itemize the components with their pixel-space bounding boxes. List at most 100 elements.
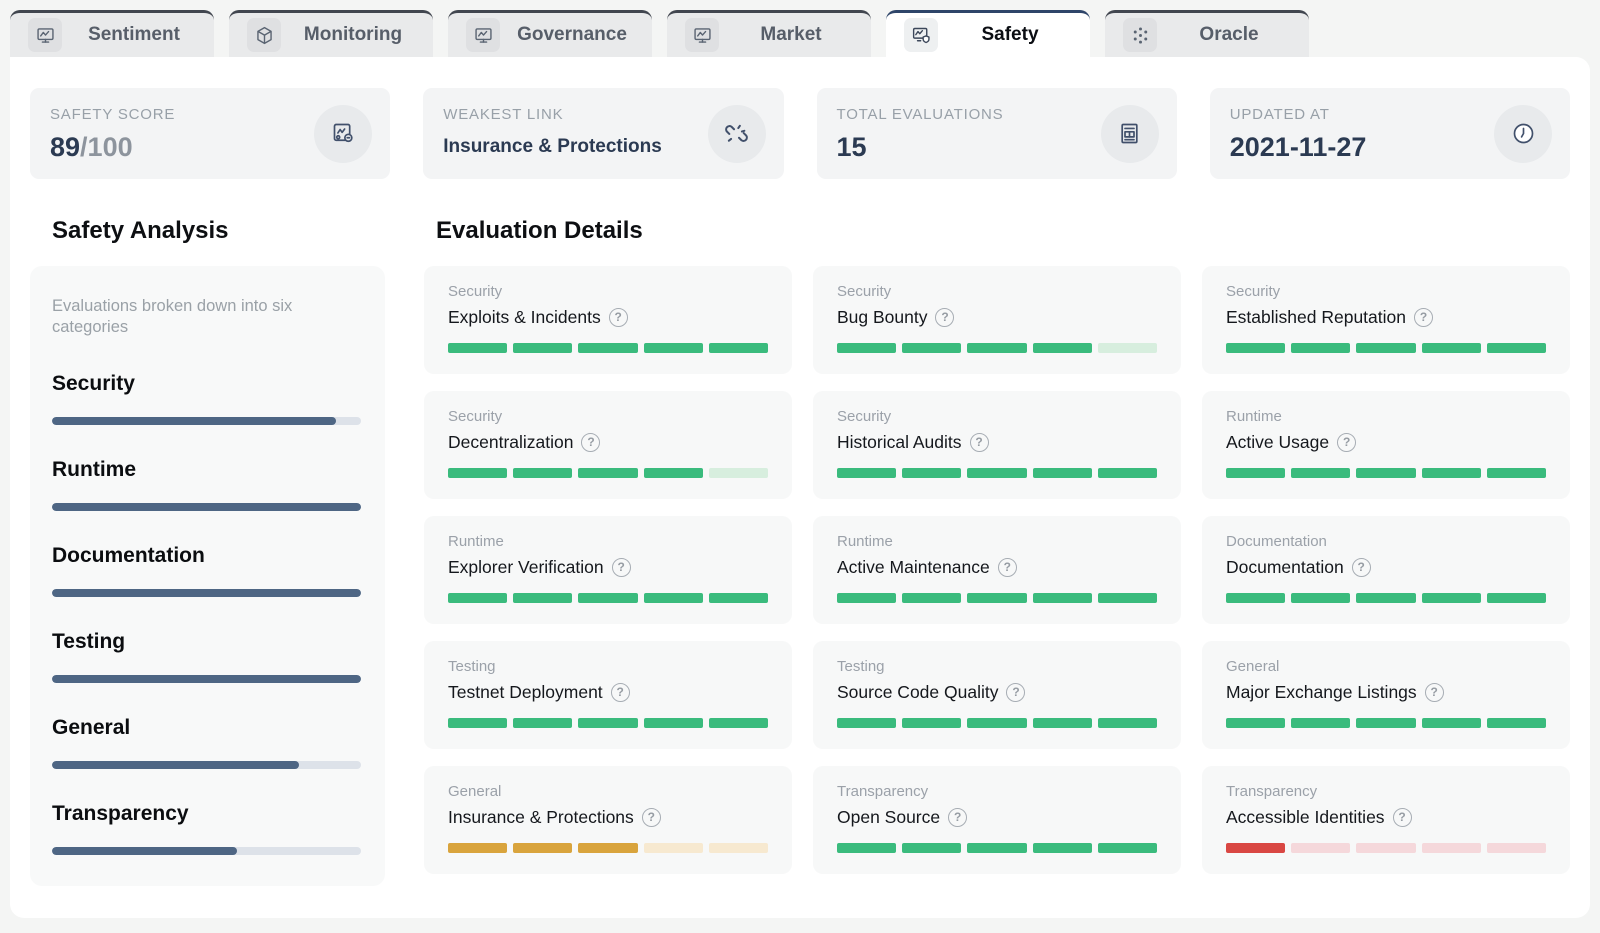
category-row-testing: Testing: [52, 630, 361, 683]
tab-label: Monitoring: [303, 24, 403, 45]
evaluation-grid: Security Exploits & Incidents? Security Bug…: [424, 266, 1570, 874]
eval-card-active-usage: Runtime Active Usage?: [1202, 391, 1570, 499]
category-row-documentation: Documentation: [52, 544, 361, 597]
eval-title: Documentation: [1226, 557, 1344, 577]
eval-category: Security: [837, 283, 892, 300]
eval-title: Exploits & Incidents: [448, 307, 601, 327]
help-icon[interactable]: ?: [581, 433, 601, 452]
chart-monitor-icon: [28, 18, 62, 52]
segment-empty: [1356, 843, 1416, 853]
eval-title-row: Active Maintenance?: [837, 557, 1157, 578]
eval-title-row: Explorer Verification?: [448, 557, 768, 578]
eval-title-row: Active Usage?: [1226, 432, 1546, 453]
segment-filled: [1097, 718, 1158, 728]
segment-filled: [837, 343, 897, 353]
segment-filled: [708, 718, 769, 728]
eval-category: Testing: [448, 658, 496, 675]
eval-category: Security: [837, 408, 892, 425]
help-icon[interactable]: ?: [969, 433, 989, 452]
tab-sentiment[interactable]: Sentiment: [10, 10, 214, 57]
segment-filled: [1032, 343, 1092, 353]
category-progress-track: [52, 846, 361, 855]
segment-filled: [1097, 593, 1158, 603]
eval-title: Explorer Verification: [448, 557, 604, 577]
help-icon[interactable]: ?: [935, 308, 955, 327]
eval-category: Documentation: [1226, 533, 1327, 550]
segment-filled: [643, 718, 703, 728]
help-icon[interactable]: ?: [1006, 683, 1026, 702]
segment-filled: [448, 593, 508, 603]
tab-governance[interactable]: Governance: [448, 10, 652, 57]
segment-filled: [513, 718, 573, 728]
tab-monitoring[interactable]: Monitoring: [229, 10, 433, 57]
chart-shield-icon: [904, 18, 938, 52]
eval-category: Transparency: [837, 783, 929, 800]
report-icon: [1100, 104, 1159, 163]
eval-category: Security: [448, 283, 503, 300]
tab-label: Safety: [981, 24, 1039, 45]
segment-bar: [448, 468, 769, 478]
eval-category: Runtime: [837, 533, 893, 550]
summary-value: Insurance & Protections: [443, 136, 662, 157]
eval-title-row: Established Reputation?: [1226, 307, 1546, 328]
summary-card-updated-at: UPDATED AT 2021-11-27: [1209, 88, 1570, 179]
chart-monitor-icon: [685, 18, 719, 52]
eval-title: Active Maintenance: [837, 557, 990, 577]
segment-filled: [448, 468, 508, 478]
segment-filled: [902, 843, 962, 853]
segment-filled: [1291, 468, 1351, 478]
category-progress-track: [52, 502, 361, 511]
eval-card-accessible-identities: Transparency Accessible Identities?: [1202, 766, 1570, 874]
help-icon[interactable]: ?: [1337, 433, 1357, 452]
segment-filled: [708, 593, 769, 603]
eval-title-row: Accessible Identities?: [1226, 807, 1546, 828]
segment-filled: [967, 843, 1027, 853]
segment-bar: [448, 593, 769, 603]
help-icon[interactable]: ?: [641, 808, 661, 827]
segment-empty: [708, 843, 769, 853]
eval-category: Testing: [837, 658, 885, 675]
help-icon[interactable]: ?: [1413, 308, 1433, 327]
segment-filled: [448, 718, 508, 728]
segment-filled: [643, 468, 703, 478]
segment-filled: [1356, 468, 1416, 478]
segment-filled: [837, 718, 897, 728]
segment-filled: [578, 843, 638, 853]
segment-empty: [1097, 343, 1158, 353]
eval-title: Established Reputation: [1226, 307, 1406, 327]
segment-bar: [837, 593, 1158, 603]
eval-card-historical-audits: Security Historical Audits?: [813, 391, 1181, 499]
clock-icon: [1494, 104, 1552, 163]
segment-filled: [578, 343, 638, 353]
tab-label: Sentiment: [88, 24, 180, 45]
segment-filled: [1291, 593, 1351, 603]
help-icon[interactable]: ?: [1424, 683, 1444, 702]
summary-value: 2021-11-27: [1229, 132, 1367, 162]
segment-bar: [448, 843, 769, 853]
category-name: Security: [52, 371, 135, 395]
help-icon[interactable]: ?: [948, 808, 968, 827]
segment-bar: [837, 468, 1158, 478]
eval-title-row: Open Source?: [837, 807, 1157, 828]
help-icon[interactable]: ?: [1392, 808, 1412, 827]
tab-safety[interactable]: Safety: [886, 10, 1090, 57]
help-icon[interactable]: ?: [1351, 558, 1371, 577]
tab-market[interactable]: Market: [667, 10, 871, 57]
category-progress-track: [52, 760, 361, 769]
tab-label: Market: [760, 24, 822, 45]
segment-filled: [578, 468, 638, 478]
help-icon[interactable]: ?: [610, 683, 630, 702]
eval-title: Active Usage: [1226, 432, 1330, 452]
segment-filled: [513, 468, 573, 478]
help-icon[interactable]: ?: [997, 558, 1017, 577]
segment-filled: [578, 593, 638, 603]
summary-value-row: 15: [837, 132, 1157, 163]
segment-bar: [1226, 343, 1547, 353]
safety-analysis-card: Evaluations broken down into six categor…: [30, 266, 385, 886]
help-icon[interactable]: ?: [608, 308, 628, 327]
segment-filled: [1486, 468, 1547, 478]
eval-card-bug-bounty: Security Bug Bounty?: [813, 266, 1181, 374]
segment-filled: [837, 593, 897, 603]
tab-oracle[interactable]: Oracle: [1105, 10, 1309, 57]
help-icon[interactable]: ?: [611, 558, 631, 577]
